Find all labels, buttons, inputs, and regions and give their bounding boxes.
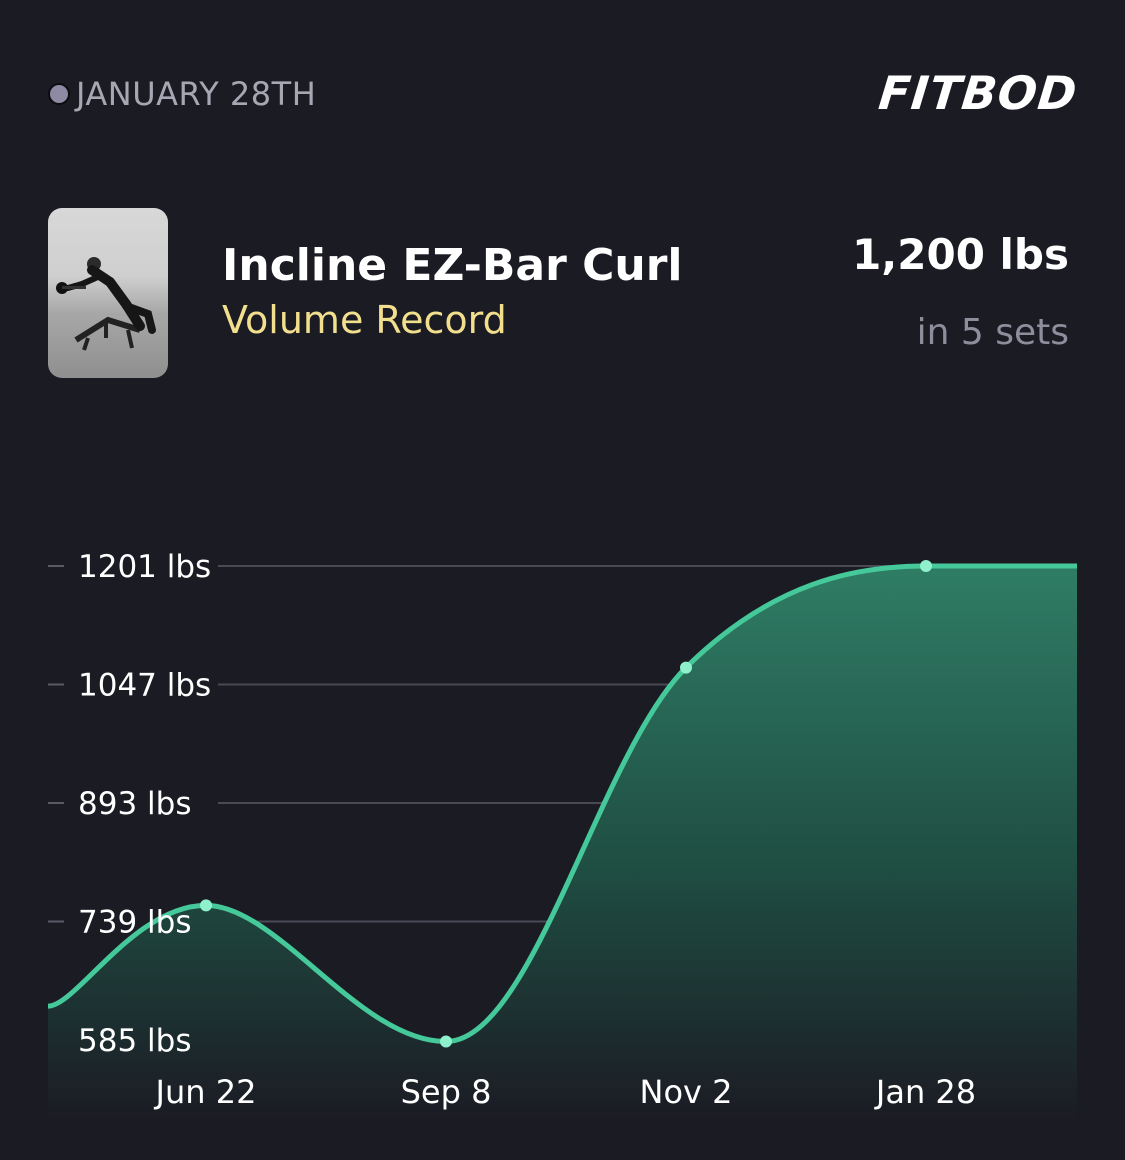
y-tick-label: 893 lbs (78, 786, 191, 822)
x-tick-label: Jan 28 (874, 1073, 976, 1111)
data-point (920, 560, 932, 572)
exercise-photo-icon (56, 257, 156, 351)
data-point (200, 899, 212, 912)
date-label: JANUARY 28TH (76, 75, 317, 113)
date-header: JANUARY 28TH (48, 74, 316, 114)
data-point (440, 1035, 452, 1048)
y-tick-label: 739 lbs (78, 905, 191, 941)
status-dot-icon (48, 83, 70, 105)
y-tick-label: 1201 lbs (78, 549, 211, 585)
record-type-label: Volume Record (222, 298, 507, 342)
x-tick-label: Sep 8 (401, 1073, 492, 1111)
x-tick-label: Nov 2 (640, 1073, 733, 1111)
exercise-title: Incline EZ-Bar Curl (222, 240, 683, 291)
y-tick-label: 585 lbs (78, 1023, 191, 1059)
y-tick-label: 1047 lbs (78, 668, 211, 704)
record-detail: in 5 sets (916, 312, 1069, 353)
area-fill (48, 566, 1077, 1120)
data-point (680, 661, 692, 674)
exercise-thumbnail[interactable] (48, 208, 168, 378)
record-value: 1,200 lbs (852, 230, 1069, 279)
x-tick-label: Jun 22 (154, 1073, 257, 1111)
